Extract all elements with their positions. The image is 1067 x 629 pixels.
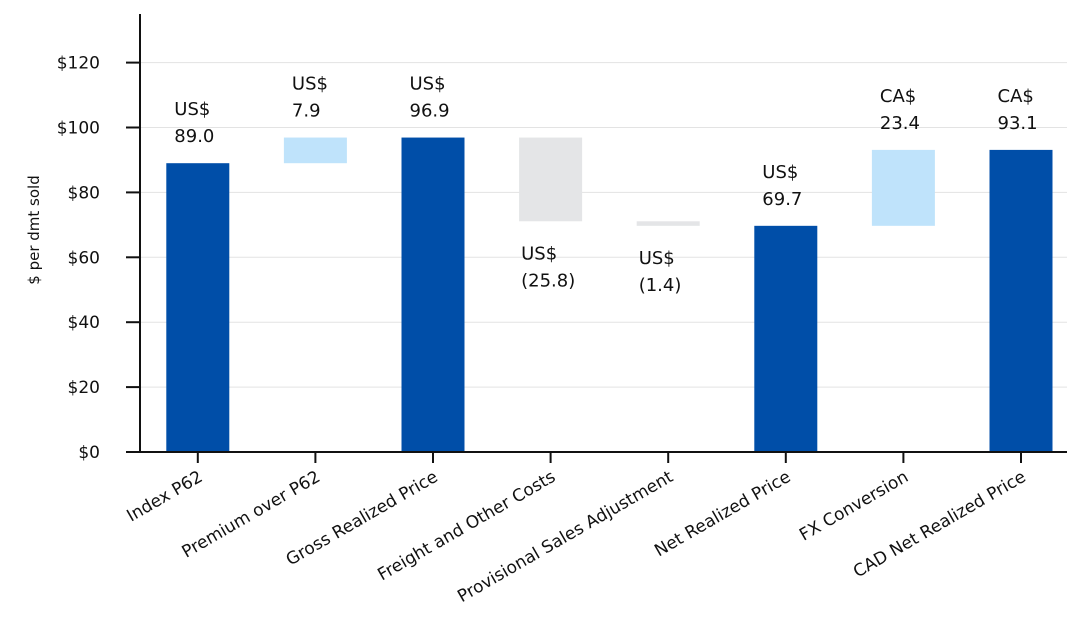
- bar-total: [166, 163, 230, 452]
- axes: [126, 14, 1067, 453]
- y-tick-label: $80: [68, 183, 100, 203]
- data-label: US$: [174, 99, 210, 120]
- gridlines: [140, 62, 1067, 388]
- bar-increase: [871, 149, 935, 226]
- bar-decrease: [636, 221, 700, 226]
- data-label: US$: [762, 162, 798, 183]
- y-tick-label: $40: [68, 313, 100, 333]
- y-tick-label: $100: [57, 119, 100, 139]
- data-label: 7.9: [292, 101, 321, 122]
- y-tick-label: $120: [57, 54, 100, 74]
- bar-total: [401, 137, 465, 452]
- y-tick-label: $60: [68, 248, 100, 268]
- data-labels: US$ 89.0 US$ 7.9 US$ 96.9 US$ (25.8) US$ (1.4) US$…: [174, 74, 1037, 296]
- y-tick-label: $0: [78, 443, 100, 463]
- data-label: CA$: [998, 86, 1034, 107]
- bar-total: [989, 149, 1053, 452]
- x-tick-label: FX Conversion: [796, 467, 912, 545]
- bar-total: [754, 225, 818, 452]
- data-label: (25.8): [521, 270, 575, 291]
- y-tick-label: $20: [68, 378, 100, 398]
- bar-increase: [283, 137, 347, 164]
- data-label: 96.9: [410, 101, 450, 122]
- x-tick-label: Index P62: [123, 467, 206, 526]
- data-label: US$: [639, 248, 675, 269]
- bar-decrease: [519, 137, 583, 222]
- data-label: US$: [521, 243, 557, 264]
- data-label: (1.4): [639, 275, 682, 296]
- data-label: CA$: [880, 86, 916, 107]
- data-label: 69.7: [762, 189, 802, 210]
- data-label: US$: [410, 74, 446, 95]
- bars: [166, 137, 1053, 452]
- data-label: 23.4: [880, 113, 920, 134]
- data-label: 93.1: [998, 113, 1038, 134]
- data-label: US$: [292, 74, 328, 95]
- y-axis-label: $ per dmt sold: [25, 175, 43, 284]
- x-tick-label: Provisional Sales Adjustment: [454, 467, 677, 607]
- data-label: 89.0: [174, 126, 214, 147]
- y-tick-labels: $0 $20 $40 $60 $80 $100 $120: [57, 54, 140, 463]
